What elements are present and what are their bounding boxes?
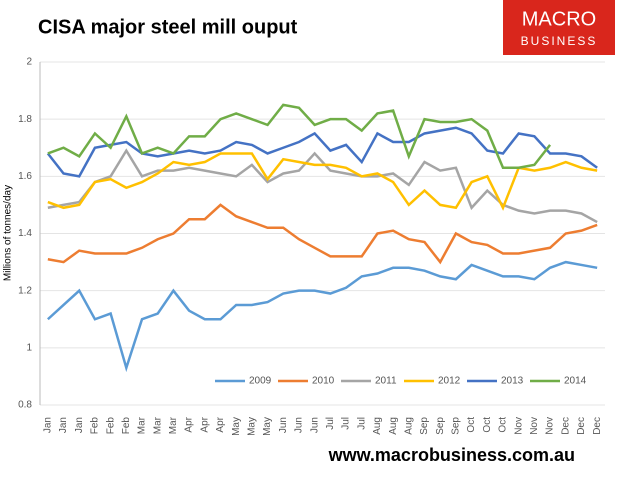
x-tick-label: Apr <box>184 416 195 432</box>
series-line <box>47 148 598 224</box>
x-tick-label: Jun <box>278 417 289 433</box>
x-tick-label: May <box>231 417 242 436</box>
x-tick-label: Jul <box>356 417 367 430</box>
x-tick-label: Aug <box>403 417 414 435</box>
y-tick-label: 1 <box>26 342 32 353</box>
y-tick-label: 1.8 <box>18 114 32 125</box>
x-tick-label: Jun <box>294 417 305 433</box>
series-line <box>47 152 598 211</box>
y-tick-label: 1.2 <box>18 285 32 296</box>
x-tick-label: Aug <box>372 417 383 435</box>
x-tick-label: Mar <box>137 416 148 434</box>
x-tick-label: Jan <box>58 417 69 433</box>
y-tick-label: 2 <box>26 57 32 68</box>
legend-label: 2012 <box>438 376 461 387</box>
x-tick-label: Nov <box>545 417 556 435</box>
x-tick-label: Apr <box>215 416 226 432</box>
series-line <box>47 103 552 170</box>
legend-label: 2011 <box>375 376 397 387</box>
y-axis-label: Millions of tonnes/day <box>3 185 14 281</box>
y-tick-label: 1.4 <box>18 228 32 239</box>
legend-label: 2009 <box>249 376 272 387</box>
x-tick-label: Jun <box>309 417 320 433</box>
logo-box <box>503 0 615 55</box>
legend-label: 2014 <box>564 376 587 387</box>
x-tick-label: Jul <box>325 417 336 430</box>
x-tick-label: May <box>262 417 273 436</box>
x-tick-label: Mar <box>152 416 163 434</box>
x-tick-label: Nov <box>513 417 524 435</box>
x-tick-label: Apr <box>199 416 210 432</box>
x-tick-label: Jan <box>42 417 53 433</box>
x-tick-label: Dec <box>592 417 603 435</box>
series-line <box>47 260 598 373</box>
logo-text: BUSINESS <box>521 34 598 48</box>
x-tick-label: Jul <box>341 417 352 430</box>
x-tick-label: Oct <box>466 417 477 433</box>
footer: www.macrobusiness.com.au <box>328 445 575 465</box>
x-tick-label: Dec <box>560 417 571 435</box>
x-tick-label: Jan <box>74 417 85 433</box>
x-tick-label: Sep <box>451 417 462 435</box>
legend-label: 2013 <box>501 376 524 387</box>
x-tick-label: Sep <box>419 417 430 435</box>
legend-label: 2010 <box>312 376 335 387</box>
chart-title: CISA major steel mill ouput <box>38 16 298 38</box>
x-tick-label: Feb <box>121 417 132 435</box>
x-tick-label: Feb <box>90 417 101 435</box>
x-tick-label: Sep <box>435 417 446 435</box>
series-line <box>46 126 598 178</box>
x-tick-label: May <box>247 417 258 436</box>
x-tick-label: Oct <box>498 417 509 433</box>
x-tick-label: Dec <box>576 417 587 435</box>
y-tick-label: 1.6 <box>18 171 32 182</box>
logo-text: MACRO <box>522 8 596 30</box>
x-tick-label: Nov <box>529 417 540 435</box>
x-tick-label: Aug <box>388 417 399 435</box>
x-tick-label: Oct <box>482 417 493 433</box>
x-tick-label: Mar <box>168 416 179 434</box>
x-tick-label: Feb <box>105 417 116 435</box>
y-tick-label: 0.8 <box>18 400 32 411</box>
series-line <box>47 203 598 265</box>
